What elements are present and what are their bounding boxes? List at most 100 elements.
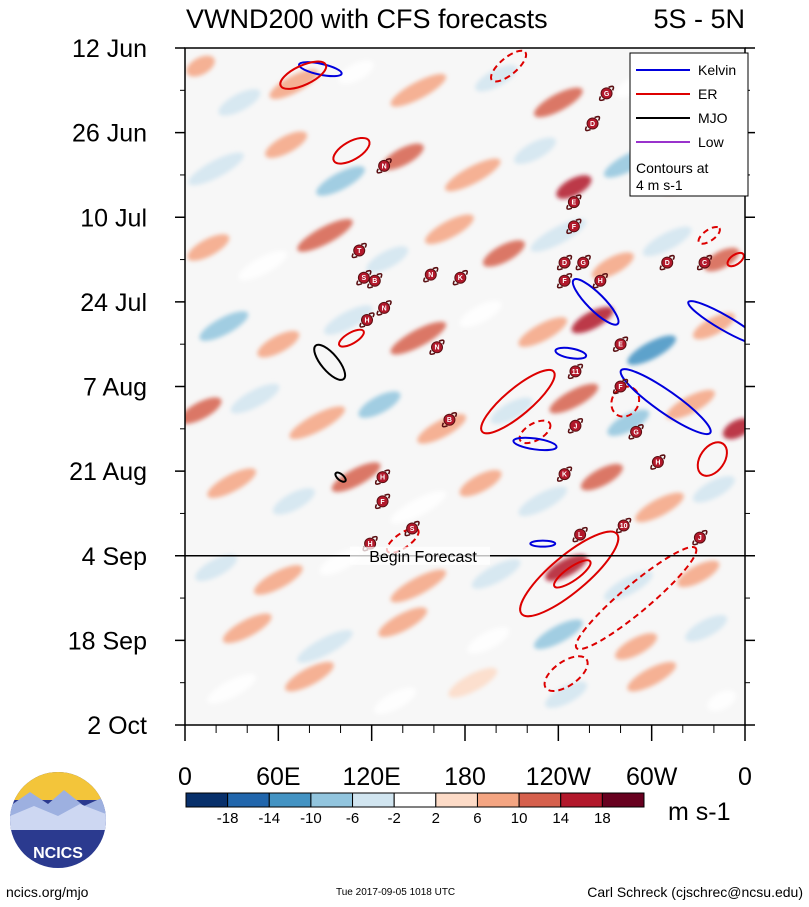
storm-label: F bbox=[562, 278, 567, 285]
anomaly-streak-20 bbox=[238, 250, 288, 281]
y-axis: 12 Jun 26 Jun 10 Jul 24 Jul 7 Aug 21 Aug 4 Sep… bbox=[68, 35, 755, 740]
storm-label: F bbox=[572, 224, 577, 231]
storm-arm-top bbox=[365, 269, 372, 276]
storm-marker-16: N bbox=[376, 300, 392, 316]
storm-arm-top bbox=[622, 336, 629, 342]
storm-arm-top bbox=[566, 466, 573, 472]
storm-arm-bottom bbox=[423, 277, 430, 283]
contour-er-20 bbox=[519, 530, 620, 618]
anomaly-streak-78 bbox=[707, 690, 736, 712]
storm-label: D bbox=[590, 121, 595, 128]
anomaly-streak-55 bbox=[635, 492, 684, 523]
storm-arm-bottom bbox=[692, 540, 699, 546]
storm-arm-bottom bbox=[567, 374, 574, 380]
legend-box bbox=[629, 52, 749, 197]
storm-dot bbox=[630, 425, 643, 438]
storm-label: T bbox=[357, 248, 362, 255]
anomaly-streak-72 bbox=[207, 673, 257, 704]
colorbar-box-0 bbox=[185, 792, 229, 808]
anomaly-streak-33 bbox=[459, 300, 502, 328]
anomaly-streak-54 bbox=[580, 463, 623, 491]
storm-dot bbox=[361, 314, 373, 327]
storm-dot bbox=[594, 274, 607, 287]
storm-arm-bottom bbox=[566, 228, 573, 235]
anomaly-streak-11 bbox=[316, 166, 365, 196]
anomaly-streak-35 bbox=[571, 306, 614, 334]
storm-label: J bbox=[698, 535, 702, 542]
storm-dot bbox=[661, 256, 674, 269]
storm-label: B bbox=[372, 278, 377, 285]
legend-label-low: Low bbox=[698, 134, 725, 150]
storm-dot bbox=[558, 274, 571, 287]
storm-label: D bbox=[562, 260, 567, 267]
legend-label-mjo: MJO bbox=[698, 110, 728, 126]
footer-author: Carl Schreck (cjschrec@ncsu.edu) bbox=[587, 884, 803, 900]
storm-marker-2: N bbox=[376, 158, 392, 174]
storm-arm-bottom bbox=[584, 126, 591, 132]
storm-marker-19: N bbox=[429, 339, 445, 355]
anomaly-streak-65 bbox=[222, 613, 272, 644]
storm-arm-bottom bbox=[598, 95, 605, 102]
colorbar: -18 -14 -10 -6 -2 2 6 10 14 18 bbox=[185, 792, 645, 827]
storm-arm-bottom bbox=[612, 389, 619, 395]
storm-dot bbox=[424, 268, 437, 281]
colorbar-label: 14 bbox=[552, 810, 569, 827]
storm-marker-17: H bbox=[359, 312, 375, 328]
contour-kelvin-6 bbox=[571, 278, 620, 326]
anomaly-streak-43 bbox=[490, 397, 533, 424]
anomaly-streak-4 bbox=[390, 73, 447, 107]
storm-dot bbox=[569, 365, 582, 378]
colorbar-label: -6 bbox=[346, 810, 359, 827]
contour-mjo-9 bbox=[313, 343, 347, 381]
storm-marker-18: E bbox=[612, 336, 629, 352]
contour-kelvin-10 bbox=[554, 346, 588, 360]
storm-label: G bbox=[604, 91, 610, 98]
storm-marker-30: 10 bbox=[615, 517, 632, 534]
region-label: 5S - 5N bbox=[653, 4, 745, 34]
storm-arm-bottom bbox=[376, 310, 383, 316]
storm-arm-top bbox=[368, 312, 375, 318]
colorbar-label: 18 bbox=[594, 810, 611, 827]
anomaly-streak-46 bbox=[666, 389, 715, 420]
storm-arm-top bbox=[376, 272, 383, 279]
contour-kelvin-15 bbox=[512, 436, 558, 452]
anomaly-streak-31 bbox=[323, 305, 373, 335]
anomaly-streak-39 bbox=[230, 383, 280, 414]
colorbar-box-10 bbox=[601, 792, 645, 808]
storm-marker-26: K bbox=[556, 466, 573, 482]
storm-label: N bbox=[434, 345, 439, 352]
storm-arm-bottom bbox=[374, 479, 381, 485]
storm-marker-29: S bbox=[404, 520, 420, 537]
storm-arm-bottom bbox=[376, 168, 383, 174]
anomaly-streak-77 bbox=[627, 661, 677, 692]
storm-arm-bottom bbox=[575, 265, 582, 271]
storm-marker-10: S bbox=[356, 269, 372, 286]
storm-label: B bbox=[447, 417, 452, 424]
storm-arm-bottom bbox=[566, 204, 573, 210]
y-tick-label: 10 Jul bbox=[80, 204, 147, 232]
colorbar-box-2 bbox=[268, 792, 312, 808]
anomaly-streak-57 bbox=[195, 554, 238, 582]
storm-arm-bottom bbox=[374, 503, 381, 510]
storm-dot bbox=[586, 117, 599, 130]
storm-arm-top bbox=[360, 242, 367, 248]
storm-arm-top bbox=[438, 339, 445, 345]
colorbar-box-9 bbox=[560, 792, 603, 808]
contour-er-3 bbox=[332, 136, 371, 165]
anomaly-streak-0 bbox=[186, 55, 215, 77]
storm-marker-1: D bbox=[584, 115, 601, 132]
storm-arm-top bbox=[566, 254, 573, 260]
storm-label: E bbox=[572, 200, 577, 207]
contour-kelvin-19 bbox=[529, 539, 557, 548]
anomaly-streak-48 bbox=[207, 468, 257, 499]
storm-arm-bottom bbox=[567, 428, 574, 434]
storm-arm-top bbox=[668, 254, 675, 260]
legend-label-kelvin: Kelvin bbox=[698, 62, 736, 78]
anomaly-streak-68 bbox=[467, 627, 510, 654]
x-tick-label: 120E bbox=[342, 763, 400, 791]
anomaly-streak-70 bbox=[615, 633, 658, 660]
anomaly-streak-26 bbox=[591, 252, 634, 279]
colorbar-label: -18 bbox=[217, 810, 239, 827]
colorbar-box-8 bbox=[518, 792, 562, 808]
